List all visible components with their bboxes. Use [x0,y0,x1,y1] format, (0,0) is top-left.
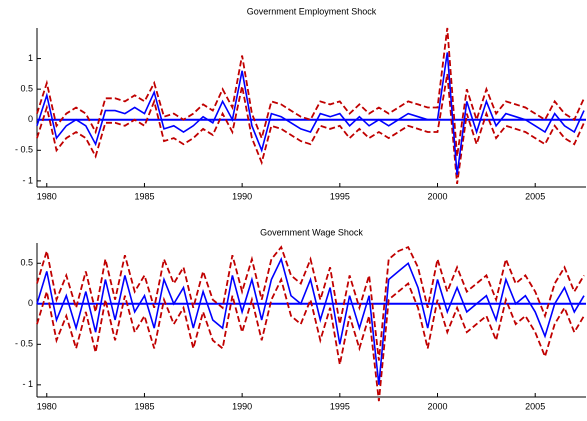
y-tick-label: - 0.5 [15,145,33,155]
x-tick-label: 1980 [37,191,57,201]
x-tick-label: 1990 [232,191,252,201]
y-tick-label: - 0.5 [15,339,33,349]
x-tick-label: 2005 [525,191,545,201]
chart-title: Government Wage Shock [260,227,363,237]
y-tick-label: 1 [28,53,33,63]
y-tick-label: 0 [28,114,33,124]
y-tick-label: 0.5 [20,258,33,268]
x-tick-label: 2000 [428,191,448,201]
band-line [36,27,585,157]
estimate-line [36,256,585,385]
x-tick-label: 1985 [134,191,154,201]
x-tick-label: 1985 [134,401,154,411]
y-tick-label: - 1 [22,175,33,185]
x-tick-label: 2000 [428,401,448,411]
x-tick-label: 2005 [525,401,545,411]
x-tick-label: 1990 [232,401,252,411]
band-line [36,245,585,361]
band-line [36,73,585,185]
estimate-line [36,52,585,175]
y-tick-label: 0 [28,298,33,308]
x-tick-label: 1995 [330,191,350,201]
x-tick-label: 1980 [37,401,57,411]
y-tick-label: 0.5 [20,84,33,94]
x-tick-label: 1995 [330,401,350,411]
y-tick-label: - 1 [22,379,33,389]
chart-title: Government Employment Shock [247,6,377,16]
